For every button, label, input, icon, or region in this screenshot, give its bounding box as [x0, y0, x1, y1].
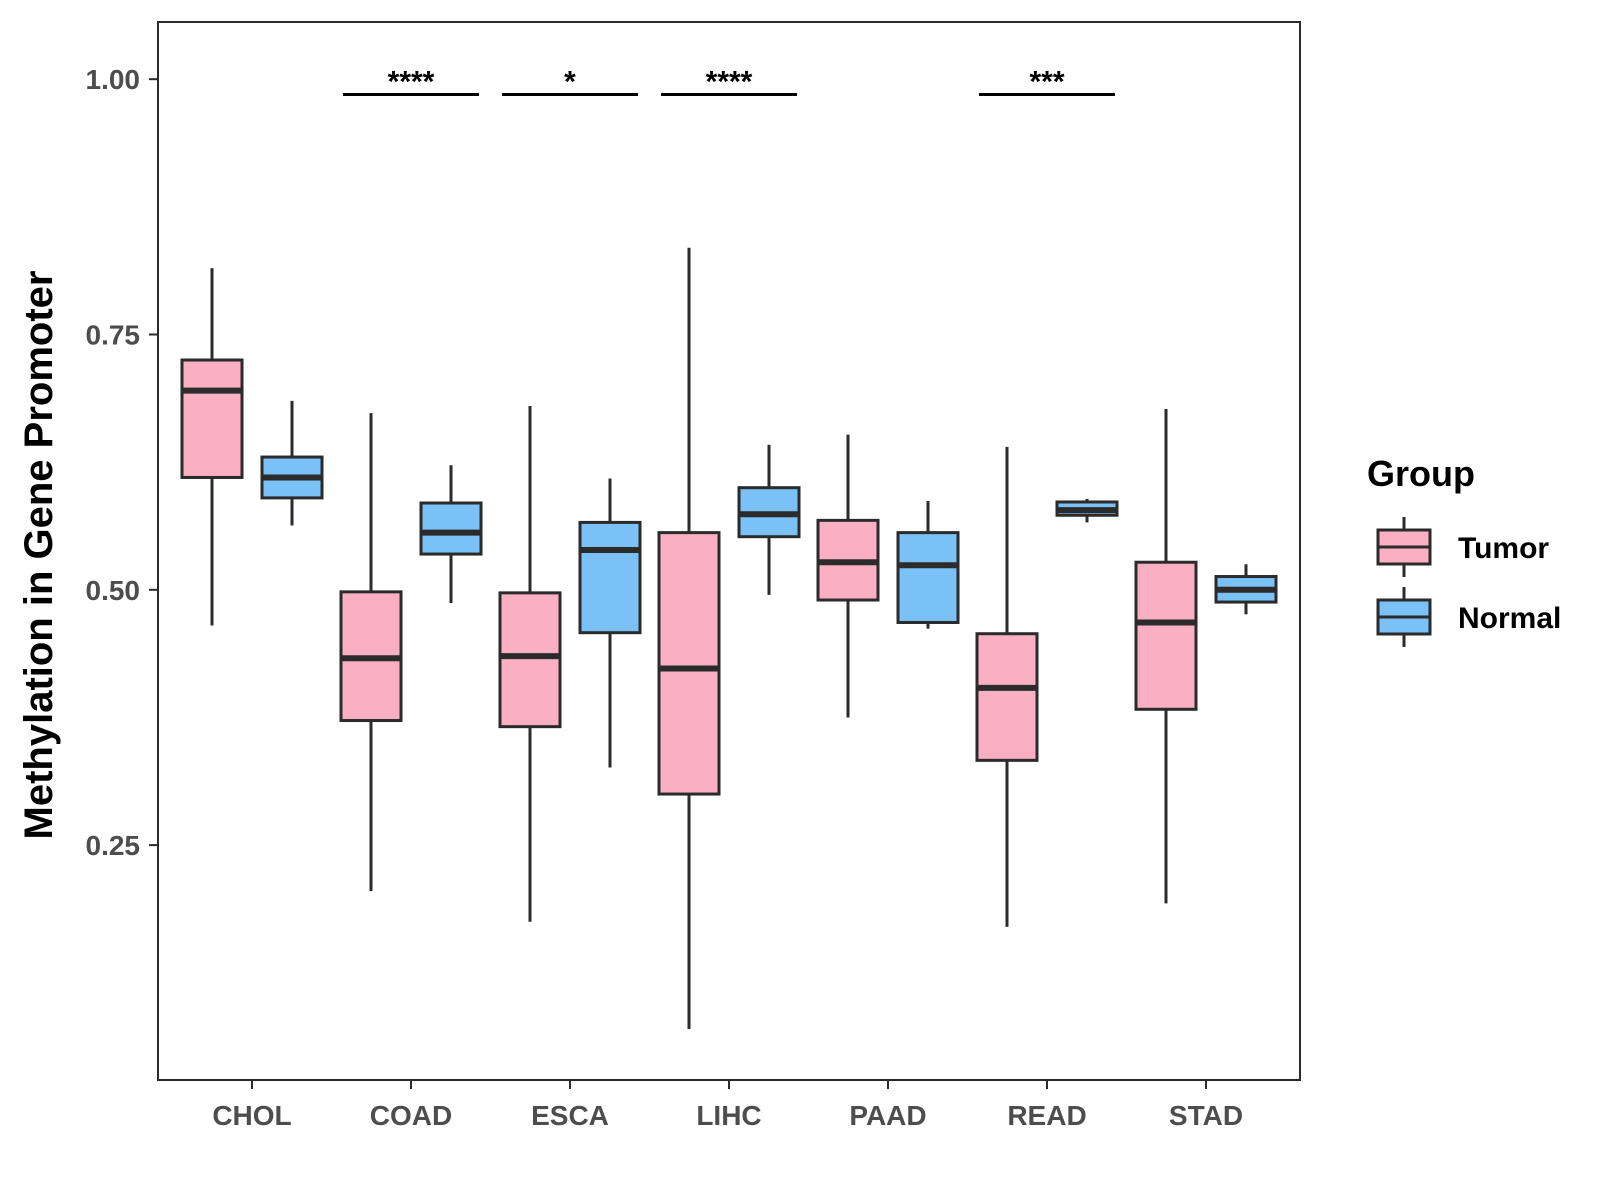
y-tick-label: 0.75 [86, 319, 141, 350]
significance-label: * [564, 66, 576, 99]
x-tick-label: LIHC [696, 1100, 761, 1131]
box-body [896, 531, 960, 624]
box-normal-lihc [737, 444, 801, 595]
y-tick-label: 0.50 [86, 575, 141, 606]
legend-label-tumor: Tumor [1458, 532, 1549, 565]
box-tumor-coad [339, 413, 403, 892]
box-tumor-chol [180, 268, 244, 626]
box-tumor-lihc [657, 247, 721, 1029]
y-tick-label: 0.25 [86, 830, 141, 861]
significance-annotations: **** * **** *** [343, 66, 1115, 99]
x-tick-label: STAD [1169, 1100, 1243, 1131]
significance-label: **** [388, 66, 435, 99]
x-axis: CHOL COAD ESCA LIHC PAAD READ STAD [212, 1080, 1243, 1131]
x-tick-label: PAAD [849, 1100, 926, 1131]
y-tick-label: 1.00 [86, 64, 141, 95]
box-tumor-stad [1134, 409, 1198, 904]
legend: Group Tumor Normal [1367, 453, 1561, 647]
box-normal-chol [260, 400, 324, 526]
box-body [657, 531, 721, 796]
box-body [975, 632, 1039, 762]
legend-key-tumor [1376, 517, 1432, 577]
x-tick-label: COAD [370, 1100, 452, 1131]
box-series [180, 247, 1278, 1029]
box-tumor-paad [816, 434, 880, 718]
box-normal-paad [896, 500, 960, 629]
box-normal-esca [578, 478, 642, 768]
y-axis-title: Methylation in Gene Promoter [17, 271, 61, 840]
box-body [180, 358, 244, 479]
legend-title: Group [1367, 453, 1475, 494]
box-tumor-read [975, 446, 1039, 927]
plot-panel [157, 21, 1301, 1081]
box-normal-read [1055, 498, 1119, 523]
box-tumor-esca [498, 405, 562, 922]
significance-label: **** [706, 66, 753, 99]
box-normal-coad [419, 465, 483, 604]
x-tick-label: CHOL [212, 1100, 291, 1131]
box-body [498, 591, 562, 729]
significance-label: *** [1029, 66, 1064, 99]
x-tick-label: READ [1007, 1100, 1086, 1131]
x-tick-label: ESCA [531, 1100, 609, 1131]
legend-label-normal: Normal [1458, 602, 1561, 635]
box-body [419, 501, 483, 556]
box-body [1134, 560, 1198, 711]
y-axis: 0.25 0.50 0.75 1.00 [86, 64, 158, 861]
box-normal-stad [1214, 564, 1278, 615]
box-body [578, 520, 642, 635]
legend-key-normal [1376, 587, 1432, 647]
